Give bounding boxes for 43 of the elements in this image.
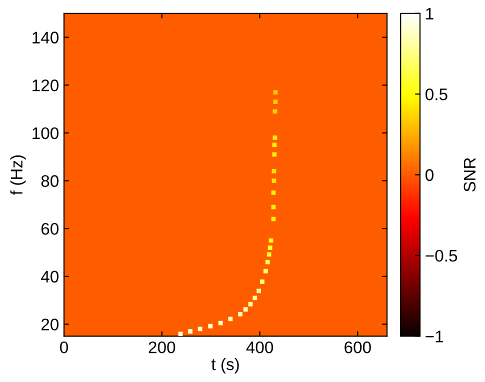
point — [272, 152, 277, 157]
point — [263, 268, 268, 274]
y-tick-label: 40 — [41, 270, 59, 283]
y-tick-label: 60 — [41, 222, 59, 235]
point — [256, 288, 261, 294]
point — [243, 307, 248, 312]
point — [273, 90, 278, 94]
x-tick-label: 200 — [148, 341, 176, 354]
point — [198, 326, 202, 332]
y-tick-label: 140 — [32, 32, 59, 44]
point — [260, 279, 264, 284]
point — [265, 260, 270, 264]
color-bar-label: 0 — [426, 169, 434, 181]
color-bar-label: −1 — [426, 330, 444, 342]
point — [218, 320, 223, 326]
point — [238, 312, 242, 316]
y-axis-title: f (Hz) — [10, 155, 26, 195]
y-tick-label: 100 — [32, 127, 59, 140]
color-bar-label: 1 — [426, 8, 434, 20]
x-axis-title: t (s) — [211, 358, 239, 374]
point — [271, 190, 276, 195]
point — [188, 329, 192, 334]
point — [273, 100, 278, 104]
point — [272, 178, 276, 183]
point — [266, 252, 272, 257]
color-bar-title: SNR — [464, 158, 476, 192]
point — [208, 324, 213, 328]
point — [272, 109, 278, 114]
y-tick-label: 120 — [32, 80, 59, 92]
y-tick-label: 80 — [41, 175, 59, 187]
color-bar-label: 0.5 — [426, 88, 448, 100]
x-tick-label: 0 — [60, 341, 68, 354]
point — [248, 302, 253, 306]
point — [268, 245, 272, 250]
color-bar-label: −0.5 — [426, 250, 458, 262]
x-tick-label: 400 — [246, 341, 274, 354]
point — [252, 296, 258, 300]
point — [228, 316, 233, 322]
point — [272, 136, 278, 140]
x-tick-label: 600 — [344, 341, 371, 354]
point — [272, 142, 277, 148]
y-tick-label: 20 — [41, 318, 59, 330]
point — [272, 168, 276, 174]
